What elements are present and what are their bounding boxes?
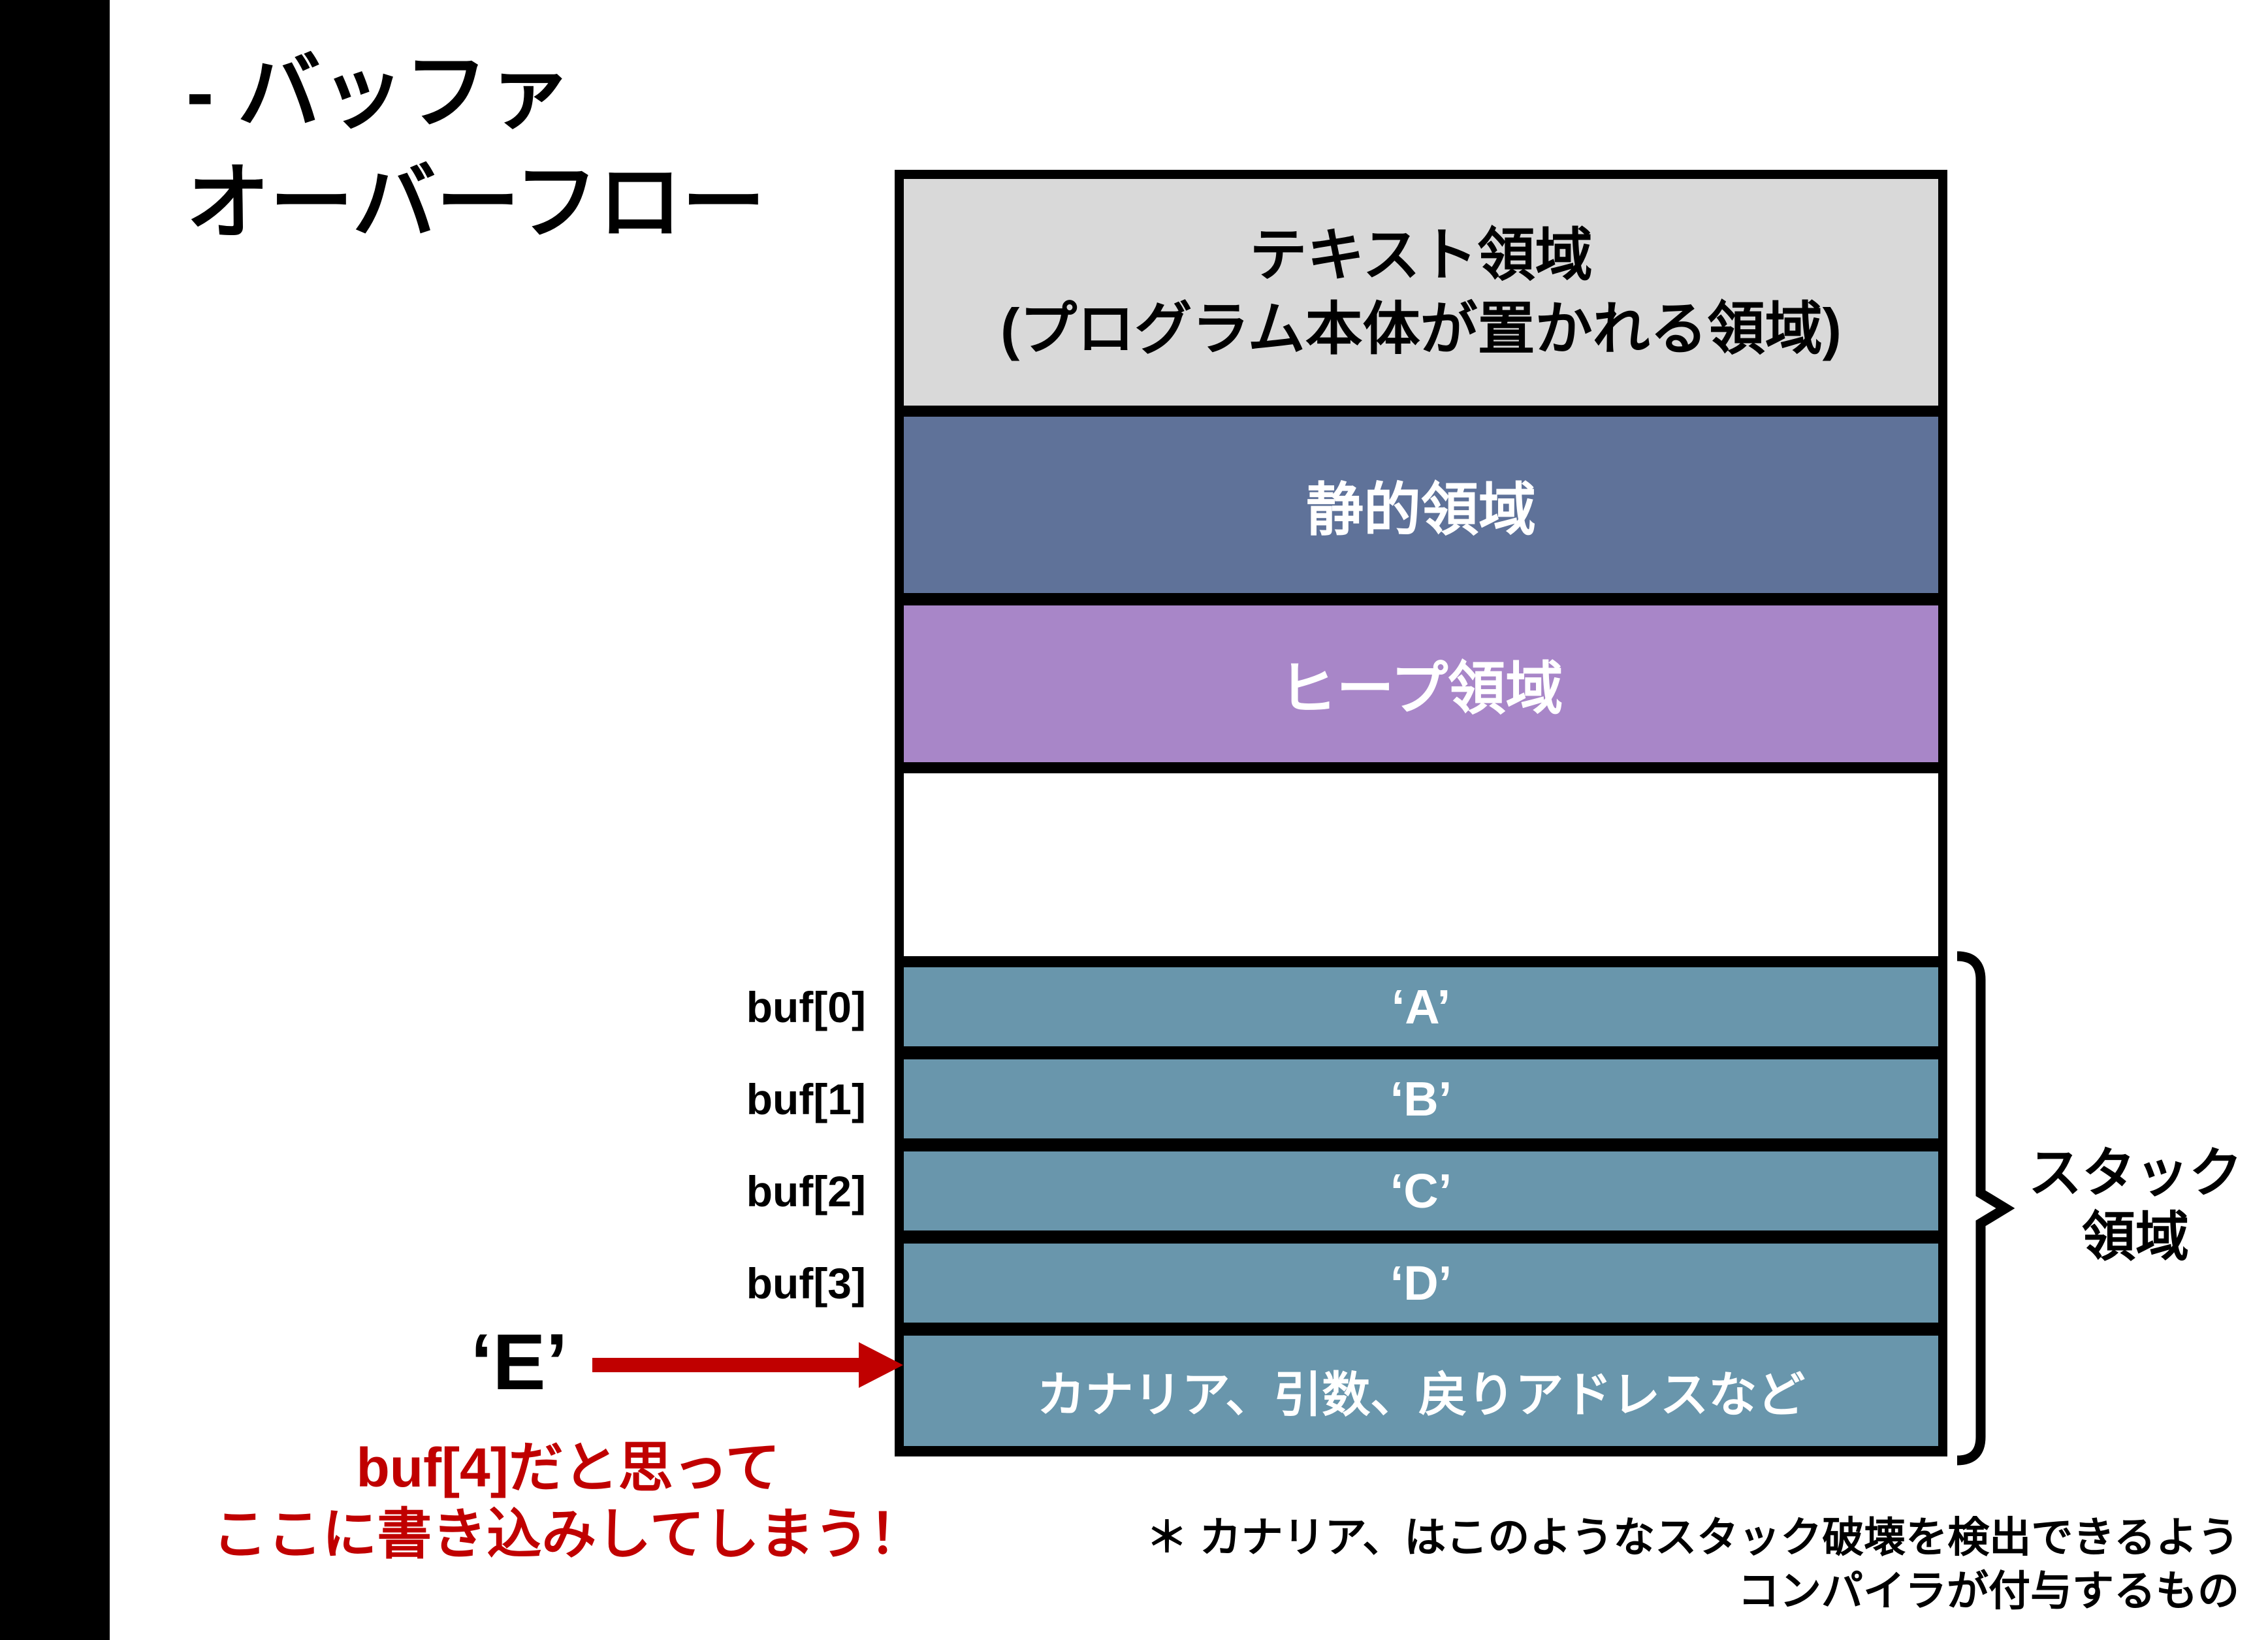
canary-footnote: ＊ カナリア、はこのようなスタック破壊を検出できるよう コンパイラが付与するもの — [1096, 1511, 2239, 1618]
overflow-caption-line-2: ここに書き込みしてしまう！ — [212, 1503, 924, 1566]
region-static-label: 静的領域 — [1305, 477, 1536, 542]
overflow-arrow-icon — [592, 1342, 903, 1388]
region-text-label-line-1: テキスト領域 — [1249, 222, 1593, 287]
canary-footnote-line-1: ＊ カナリア、はこのようなスタック破壊を検出できるよう — [1145, 1514, 2239, 1561]
region-unused-segment — [904, 773, 1938, 956]
region-heap-segment: ヒープ領域 — [904, 605, 1938, 762]
canary-footnote-line-2: コンパイラが付与するもの — [1738, 1567, 2239, 1615]
buf2-index-label: buf[2] — [746, 1166, 866, 1215]
stack-region-label: スタック 領域 — [2011, 1142, 2260, 1270]
stack-region-label-line-1: スタック — [2028, 1144, 2243, 1203]
region-static-segment: 静的領域 — [904, 417, 1938, 593]
region-text-segment: テキスト領域 (プログラム本体が置かれる領域) — [904, 179, 1938, 406]
buf3-index-label: buf[3] — [746, 1259, 866, 1308]
slide-title-line-2: オーバーフロー — [186, 155, 766, 249]
stack-row-buf2: ‘C’ — [904, 1151, 1938, 1230]
slide-title: - バッファ オーバーフロー — [186, 38, 904, 259]
stack-brace-icon — [1957, 951, 2015, 1466]
overflow-caption: buf[4]だと思って ここに書き込みしてしまう！ — [189, 1434, 947, 1568]
region-heap-label: ヒープ領域 — [1279, 656, 1563, 721]
left-accent-bar — [0, 0, 110, 1640]
buf1-index-label: buf[1] — [746, 1074, 866, 1123]
stack-row-buf3-value: ‘D’ — [1390, 1256, 1452, 1310]
stack-row-canary-value: カナリア、引数、戻りアドレスなど — [1036, 1368, 1806, 1422]
stack-region-label-line-2: 領域 — [2081, 1208, 2189, 1268]
slide-title-line-1: - バッファ — [186, 46, 572, 139]
stack-row-buf0-value: ‘A’ — [1391, 980, 1451, 1034]
stack-row-buf1-value: ‘B’ — [1390, 1072, 1452, 1126]
overflow-caption-line-1: buf[4]だと思って — [356, 1437, 780, 1498]
buf0-index-label: buf[0] — [746, 982, 866, 1031]
stack-row-buf1: ‘B’ — [904, 1059, 1938, 1138]
stack-row-canary: カナリア、引数、戻りアドレスなど — [904, 1336, 1938, 1446]
stack-row-buf0: ‘A’ — [904, 967, 1938, 1046]
stack-row-buf2-value: ‘C’ — [1390, 1164, 1452, 1218]
region-text-label-line-2: (プログラム本体が置かれる領域) — [1000, 296, 1842, 361]
overflow-char-label: ‘E’ — [470, 1317, 568, 1406]
stack-row-buf3: ‘D’ — [904, 1244, 1938, 1323]
